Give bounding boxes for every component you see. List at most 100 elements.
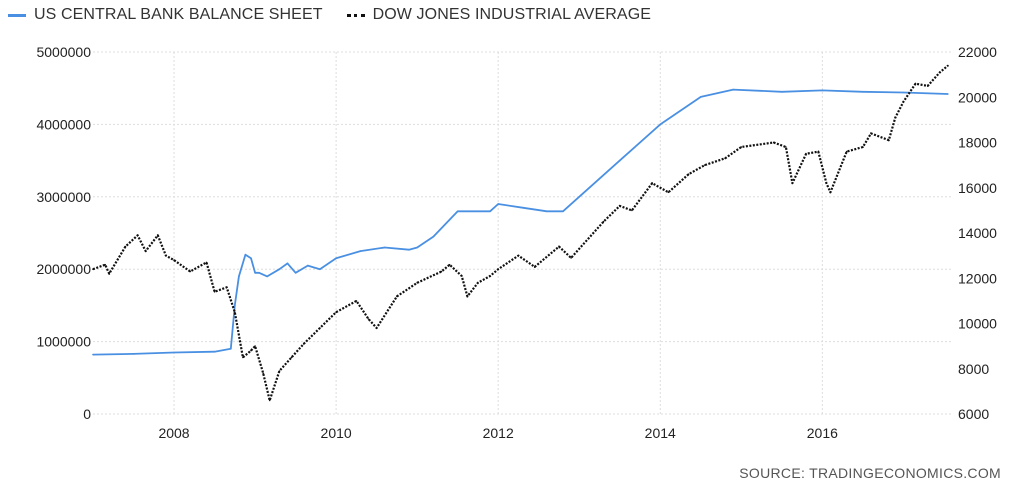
data-point (546, 210, 548, 213)
data-point (266, 275, 269, 278)
data-point (618, 159, 621, 162)
y-right-tick-label: 18000 (958, 135, 997, 151)
data-point (724, 157, 726, 160)
data-point (845, 150, 848, 153)
y-left-tick-label: 4000000 (36, 116, 91, 132)
data-point (258, 272, 260, 274)
x-tick-label: 2008 (158, 425, 189, 441)
data-point (307, 264, 309, 267)
data-point (136, 234, 139, 237)
data-point (772, 141, 775, 144)
data-point (250, 257, 252, 260)
data-point (262, 372, 265, 375)
data-point (947, 93, 949, 95)
right-y-axis: 6000 8000 10000 12000 14000 16000 18000 20000 22… (958, 44, 997, 422)
data-point (278, 268, 281, 271)
data-point (805, 153, 807, 155)
data-point (335, 257, 337, 260)
data-point (791, 182, 794, 184)
legend-item-balance-sheet[interactable]: US CENTRAL BANK BALANCE SHEET (8, 6, 323, 24)
y-right-tick-label: 16000 (958, 180, 997, 196)
data-point (477, 282, 479, 284)
data-point (939, 71, 941, 74)
data-point (466, 295, 469, 298)
data-point (902, 101, 905, 103)
data-point (926, 85, 929, 87)
data-point (947, 64, 949, 67)
data-point (562, 210, 564, 213)
data-point (225, 286, 228, 289)
data-point (294, 272, 297, 274)
data-point (205, 261, 208, 264)
y-right-tick-label: 6000 (958, 406, 989, 422)
data-point (533, 266, 536, 268)
data-point (290, 356, 293, 359)
data-point (124, 245, 127, 248)
data-point (242, 356, 244, 359)
x-tick-label: 2012 (483, 425, 514, 441)
data-point (667, 191, 670, 194)
data-point (234, 311, 236, 314)
data-point (250, 349, 252, 352)
y-left-tick-label: 3000000 (36, 189, 91, 205)
data-point (785, 146, 787, 148)
data-point (319, 327, 321, 329)
series-line-balance-sheet (92, 88, 948, 356)
data-point (189, 270, 191, 273)
data-point (416, 246, 419, 249)
data-point (489, 210, 491, 213)
data-point (631, 209, 633, 212)
data-point (165, 254, 167, 257)
y-right-tick-label: 14000 (958, 225, 997, 241)
data-point (740, 146, 743, 148)
data-point (570, 257, 572, 259)
legend-swatch-dow-jones (346, 13, 365, 17)
data-point (92, 353, 94, 356)
data-point (302, 343, 305, 345)
data-point (104, 263, 106, 266)
data-point (817, 150, 820, 153)
data-point (460, 275, 463, 277)
data-point (234, 304, 236, 307)
y-left-tick-label: 2000000 (36, 261, 91, 277)
left-y-axis: 0 1000000 2000000 3000000 4000000 5000000 (36, 44, 91, 422)
data-point (456, 210, 459, 213)
data-point (367, 318, 370, 320)
data-point (862, 91, 864, 93)
y-left-tick-label: 0 (83, 406, 91, 422)
data-point (862, 146, 864, 148)
x-tick-label: 2010 (321, 425, 352, 441)
data-point (894, 116, 897, 119)
data-point (173, 351, 175, 354)
data-point (408, 248, 410, 251)
data-point (870, 132, 872, 135)
data-point (821, 89, 824, 92)
data-point (651, 182, 653, 184)
data-point (732, 88, 734, 91)
data-point (108, 272, 110, 275)
data-point (396, 295, 398, 298)
legend-item-dow-jones[interactable]: DOW JONES INDUSTRIAL AVERAGE (346, 6, 651, 24)
y-right-tick-label: 20000 (958, 89, 997, 105)
data-point (254, 345, 256, 347)
y-right-tick-label: 8000 (958, 361, 989, 377)
data-point (244, 253, 247, 256)
data-point (230, 348, 232, 350)
data-point (278, 370, 281, 372)
data-point (92, 268, 94, 271)
data-point (319, 268, 321, 271)
x-tick-label: 2014 (645, 425, 676, 441)
data-point (359, 250, 362, 252)
data-point (578, 248, 580, 250)
data-point (602, 220, 605, 223)
data-point (825, 182, 828, 184)
data-point (517, 254, 520, 257)
series-lines (92, 64, 949, 402)
data-point (700, 96, 702, 98)
data-point (238, 275, 240, 278)
data-point (888, 139, 890, 141)
data-point (213, 291, 216, 293)
data-point (687, 173, 690, 175)
data-point (497, 268, 500, 271)
